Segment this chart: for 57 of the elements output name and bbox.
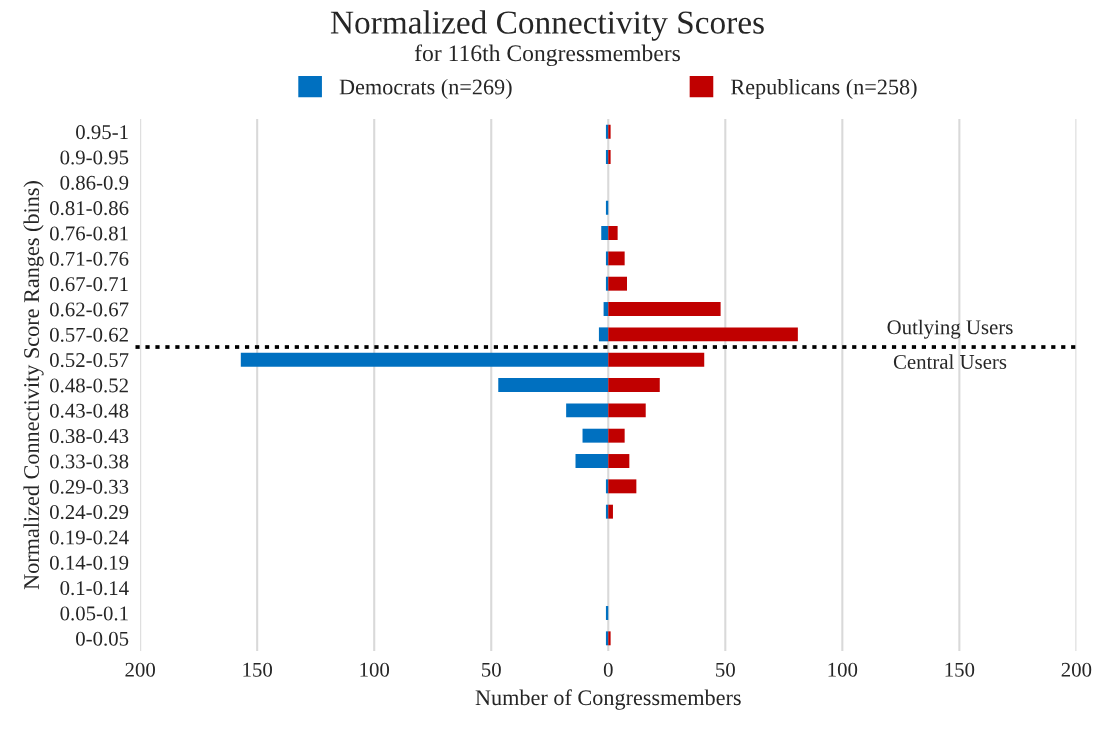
bar <box>608 479 637 494</box>
chart-subtitle: for 116th Congressmembers <box>414 44 680 67</box>
bar <box>608 251 625 266</box>
y-tick-label: 0.38-0.43 <box>49 429 129 444</box>
y-tick-label: 0.71-0.76 <box>49 251 129 266</box>
legend-label: Republicans (n=258) <box>731 78 917 100</box>
bar <box>608 226 618 240</box>
y-tick-label: 0.19-0.24 <box>49 530 129 545</box>
bar <box>608 454 630 468</box>
annotation: Outlying Users <box>887 319 1013 339</box>
y-tick-label: 0.43-0.48 <box>49 403 129 418</box>
x-tick-label: 0 <box>603 662 613 677</box>
y-tick-label: 0.24-0.29 <box>49 505 129 520</box>
y-tick-label: 0.9-0.95 <box>60 150 129 165</box>
bar <box>598 327 609 342</box>
bar <box>608 504 613 519</box>
x-tick-label: 100 <box>828 662 858 677</box>
y-tick-label: 0.52-0.57 <box>49 353 129 368</box>
x-tick-label: 200 <box>1061 662 1092 677</box>
bar <box>608 276 627 291</box>
x-tick-label: 50 <box>482 662 501 677</box>
y-tick-label: 0.48-0.52 <box>49 378 128 393</box>
y-tick-label: 0.14-0.19 <box>49 555 129 570</box>
bar <box>498 378 609 392</box>
y-tick-label: 0.76-0.81 <box>49 226 128 241</box>
y-tick-label: 0.86-0.9 <box>60 175 129 190</box>
y-tick-label: 0.05-0.1 <box>60 606 128 621</box>
bar <box>608 302 721 316</box>
y-tick-label: 0-0.05 <box>76 631 129 646</box>
x-tick-label: 150 <box>243 662 273 677</box>
legend-label: Democrats (n=269) <box>339 78 512 100</box>
bar <box>601 226 609 240</box>
bar <box>575 454 609 468</box>
x-tick-label: 50 <box>716 662 735 677</box>
bar <box>608 428 625 443</box>
bar <box>608 327 798 342</box>
bar <box>608 378 660 392</box>
y-tick-label: 0.57-0.62 <box>49 327 128 342</box>
bar <box>582 428 609 443</box>
chart-title: Normalized Connectivity Scores <box>330 10 764 41</box>
annotation: Central Users <box>893 354 1007 369</box>
bar <box>608 352 705 367</box>
bar <box>566 403 609 418</box>
y-tick-label: 0.95-1 <box>76 125 128 140</box>
x-tick-label: 200 <box>125 662 155 677</box>
bar <box>240 352 609 367</box>
y-tick-label: 0.1-0.14 <box>60 581 129 596</box>
bar <box>608 403 646 418</box>
y-tick-label: 0.29-0.33 <box>49 479 129 494</box>
y-axis-title: Normalized Connectivity Score Ranges (bins) <box>23 181 44 590</box>
y-tick-label: 0.67-0.71 <box>49 277 128 292</box>
x-axis-title: Number of Congressmembers <box>475 689 741 710</box>
x-tick-label: 150 <box>945 662 975 677</box>
y-tick-label: 0.81-0.86 <box>49 201 129 216</box>
y-tick-label: 0.33-0.38 <box>49 454 129 469</box>
y-tick-label: 0.62-0.67 <box>49 302 129 317</box>
x-tick-label: 100 <box>360 662 390 677</box>
